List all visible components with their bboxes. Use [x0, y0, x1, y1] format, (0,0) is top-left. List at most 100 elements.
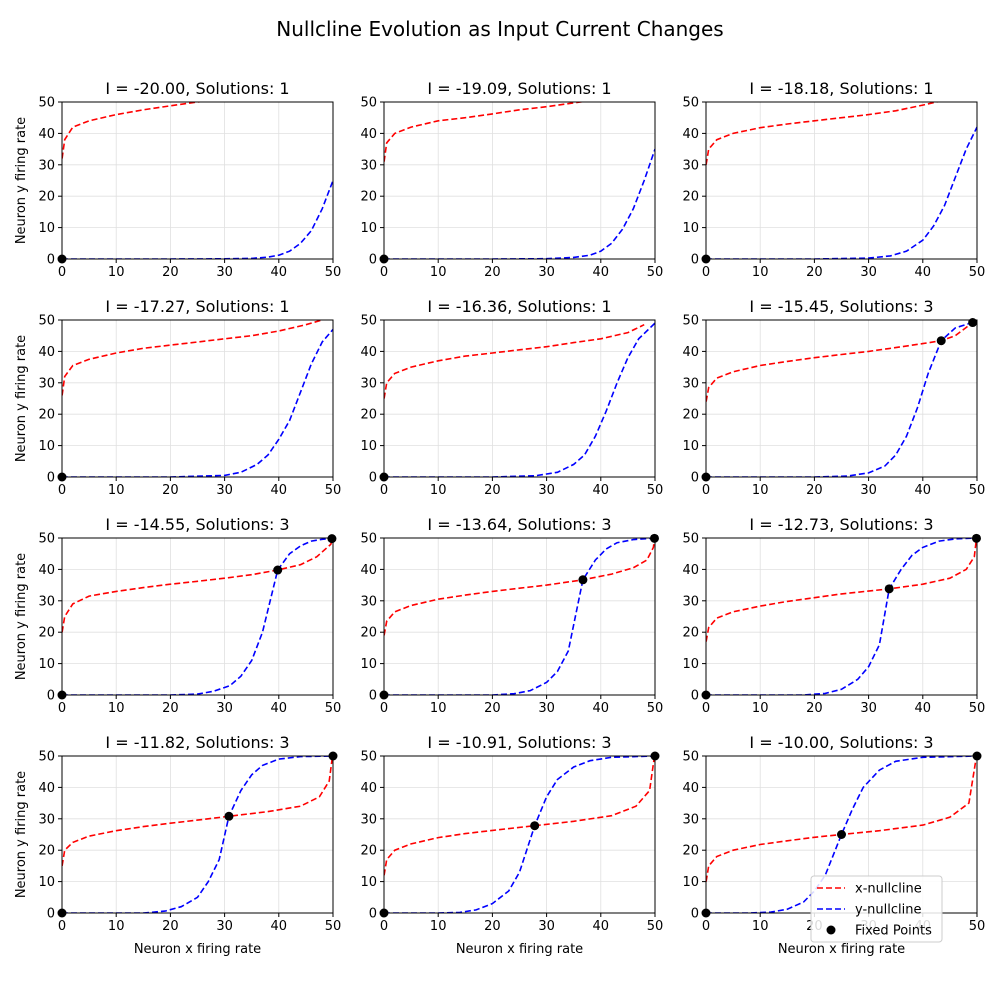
y-tick-label: 0	[369, 253, 377, 268]
x-nullcline-line	[62, 538, 333, 633]
x-tick-label: 0	[380, 701, 388, 716]
x-tick-label: 10	[108, 919, 125, 934]
axes-frame	[705, 537, 978, 696]
y-tick-label: 40	[360, 127, 377, 142]
y-tick-label: 50	[682, 96, 699, 111]
y-nullcline-line	[706, 126, 977, 259]
x-tick-label: 10	[108, 265, 125, 280]
x-nullcline-line	[62, 756, 333, 867]
y-tick-label: 50	[360, 314, 377, 329]
y-tick-label: 40	[682, 127, 699, 142]
y-nullcline-line	[62, 180, 333, 259]
x-tick-label: 0	[58, 483, 66, 498]
y-axis-label: Neuron y firing rate	[14, 553, 29, 680]
figure-suptitle: Nullcline Evolution as Input Current Cha…	[276, 17, 723, 41]
y-tick-label: 20	[682, 408, 699, 423]
series-group	[384, 538, 655, 695]
y-axis-label: Neuron y firing rate	[14, 335, 29, 462]
x-tick-label: 10	[752, 919, 769, 934]
x-tick-label: 30	[216, 483, 233, 498]
y-tick-label: 50	[682, 532, 699, 547]
axes-frame	[61, 319, 334, 478]
legend-entry-label: x-nullcline	[855, 882, 922, 897]
axes-frame	[383, 755, 656, 914]
y-tick-label: 40	[38, 127, 55, 142]
x-tick-label: 20	[484, 919, 501, 934]
fixed-point-marker	[968, 318, 978, 328]
x-tick-label: 50	[647, 919, 664, 934]
series-group	[706, 756, 977, 913]
x-tick-label: 10	[430, 701, 447, 716]
subplot-panel: 0 10 20 30 40 50 0 10 20 30 40 50 I = -13.64, Soluti…	[360, 515, 663, 716]
y-axis-label: Neuron y firing rate	[14, 117, 29, 244]
axes-frame	[383, 101, 656, 260]
subplot-title: I = -18.18, Solutions: 1	[749, 79, 933, 98]
x-tick-label: 40	[271, 483, 288, 498]
y-nullcline-line	[62, 756, 333, 913]
subplot-panel: 0 10 20 30 40 50 0 10 20 30 40 50 I = -14.55, Soluti…	[14, 515, 341, 716]
y-tick-label: 50	[360, 750, 377, 765]
x-tick-label: 30	[860, 701, 877, 716]
y-nullcline-line	[384, 538, 655, 695]
y-tick-label: 50	[38, 96, 55, 111]
x-nullcline-line	[384, 538, 655, 636]
x-tick-label: 30	[538, 701, 555, 716]
y-tick-label: 50	[38, 532, 55, 547]
x-tick-label: 10	[108, 701, 125, 716]
x-tick-label: 0	[380, 919, 388, 934]
x-axis-label: Neuron x firing rate	[134, 942, 261, 957]
x-nullcline-line	[62, 102, 205, 159]
x-tick-label: 20	[162, 919, 179, 934]
x-tick-label: 50	[647, 265, 664, 280]
y-tick-label: 0	[369, 689, 377, 704]
x-tick-label: 50	[969, 919, 986, 934]
series-group	[706, 102, 977, 259]
x-tick-label: 10	[430, 483, 447, 498]
series-group	[62, 756, 333, 913]
y-tick-label: 0	[691, 907, 699, 922]
x-nullcline-line	[384, 756, 655, 876]
series-group	[62, 102, 333, 259]
y-tick-label: 30	[360, 594, 377, 609]
axes-frame	[383, 319, 656, 478]
x-tick-label: 50	[647, 483, 664, 498]
x-tick-label: 40	[593, 483, 610, 498]
axes-frame	[383, 537, 656, 696]
y-tick-label: 50	[682, 314, 699, 329]
subplot-title: I = -16.36, Solutions: 1	[427, 297, 611, 316]
subplot-title: I = -13.64, Solutions: 3	[427, 515, 611, 534]
y-tick-label: 30	[682, 376, 699, 391]
x-tick-label: 50	[969, 265, 986, 280]
y-tick-label: 30	[38, 594, 55, 609]
series-group	[62, 538, 333, 695]
x-tick-label: 0	[702, 265, 710, 280]
y-tick-label: 10	[38, 657, 55, 672]
y-tick-label: 0	[47, 907, 55, 922]
y-tick-label: 40	[682, 781, 699, 796]
y-tick-label: 10	[682, 221, 699, 236]
fixed-point-marker	[578, 575, 588, 585]
x-nullcline-line	[384, 102, 585, 162]
y-tick-label: 30	[360, 158, 377, 173]
y-nullcline-line	[62, 538, 333, 695]
y-tick-label: 20	[682, 844, 699, 859]
y-tick-label: 0	[47, 253, 55, 268]
y-tick-label: 50	[38, 750, 55, 765]
series-group	[706, 320, 977, 477]
subplot-panel: 0 10 20 30 40 50 0 10 20 30 40 50 I = -15.45, Soluti…	[682, 297, 985, 498]
y-tick-label: 50	[360, 532, 377, 547]
x-tick-label: 40	[593, 701, 610, 716]
y-tick-label: 20	[682, 190, 699, 205]
y-tick-label: 30	[682, 594, 699, 609]
x-tick-label: 20	[484, 483, 501, 498]
y-tick-label: 40	[682, 345, 699, 360]
x-tick-label: 30	[538, 265, 555, 280]
subplot-title: I = -10.00, Solutions: 3	[749, 733, 933, 752]
x-tick-label: 20	[162, 265, 179, 280]
x-tick-label: 0	[58, 265, 66, 280]
y-tick-label: 0	[369, 471, 377, 486]
subplot-title: I = -14.55, Solutions: 3	[105, 515, 289, 534]
series-group	[62, 320, 333, 477]
y-tick-label: 40	[360, 345, 377, 360]
y-tick-label: 50	[682, 750, 699, 765]
